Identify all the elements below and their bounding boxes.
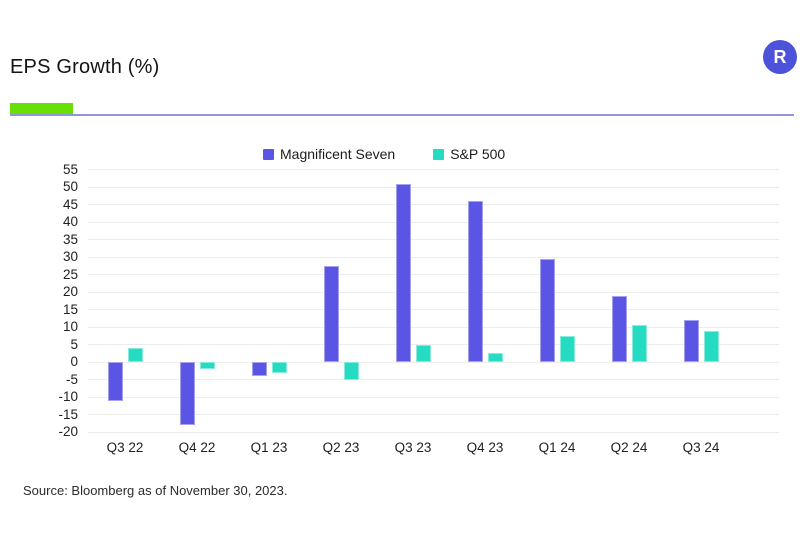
y-axis-tick-label: 55	[62, 161, 78, 177]
x-axis-tick-label: Q4 22	[178, 440, 216, 455]
y-axis-tick-label: 45	[62, 196, 78, 212]
y-axis-tick-label: 20	[62, 284, 78, 299]
x-axis-tick-label: Q3 24	[682, 440, 720, 455]
page-title: EPS Growth (%)	[10, 56, 160, 78]
y-axis-tick-label: 15	[62, 301, 78, 317]
x-axis-tick-label: Q4 23	[466, 440, 504, 455]
y-axis-tick-label: -15	[58, 406, 78, 422]
bar-magnificent-seven-q3-24	[683, 320, 699, 362]
gridline-0	[88, 361, 779, 363]
y-axis-tick-label: -20	[58, 424, 78, 439]
bar-sp500-q3-22	[127, 348, 143, 362]
gridline-40	[88, 221, 779, 223]
source-note: Source: Bloomberg as of November 30, 202…	[23, 483, 288, 498]
bar-sp500-q3-24	[703, 330, 719, 362]
x-axis-tick-label: Q1 23	[250, 440, 288, 455]
brand-logo-letter: R	[773, 47, 787, 67]
y-axis-tick-label: 50	[62, 179, 78, 194]
y-axis-tick-label: 10	[62, 319, 78, 334]
y-axis-tick-label: -10	[58, 389, 78, 404]
bar-magnificent-seven-q1-23	[251, 362, 267, 376]
x-axis-tick-label: Q3 23	[394, 440, 432, 455]
y-axis-tick-label: 35	[62, 231, 78, 247]
gridline-30	[88, 256, 779, 258]
bar-magnificent-seven-q2-23	[323, 265, 339, 362]
legend-item-sp500: S&P 500	[433, 146, 505, 162]
bar-sp500-q4-23	[487, 353, 503, 362]
y-axis-tick-label: 0	[70, 354, 78, 369]
bar-magnificent-seven-q1-24	[539, 258, 555, 362]
bar-magnificent-seven-q4-23	[467, 201, 483, 362]
legend-swatch-sp500	[433, 148, 445, 160]
bar-sp500-q2-23	[343, 362, 359, 380]
gridline-15	[88, 309, 779, 310]
y-axis-tick-label: 30	[62, 249, 78, 264]
gridline-10	[88, 326, 779, 328]
gridline--5	[88, 379, 779, 380]
legend-item-magnificent-seven: Magnificent Seven	[263, 146, 395, 162]
gridline--15	[88, 414, 779, 415]
x-axis-tick-label: Q1 24	[538, 440, 576, 455]
x-axis-tick-label: Q2 23	[322, 440, 360, 455]
gridline-45	[88, 204, 779, 205]
bar-sp500-q1-24	[559, 335, 575, 362]
bar-magnificent-seven-q2-24	[611, 295, 627, 362]
gridline-25	[88, 274, 779, 275]
chart-legend: Magnificent Seven S&P 500	[263, 146, 505, 162]
x-axis-tick-label: Q3 22	[106, 440, 144, 455]
bar-magnificent-seven-q3-22	[107, 362, 123, 401]
bar-sp500-q2-24	[631, 325, 647, 362]
legend-label: S&P 500	[450, 146, 506, 162]
green-accent-bar	[10, 103, 73, 114]
y-axis-tick-label: 40	[62, 214, 78, 229]
bar-magnificent-seven-q3-23	[395, 183, 411, 362]
gridline-50	[88, 186, 779, 188]
bar-sp500-q4-22	[199, 362, 215, 369]
gridline--20	[88, 431, 779, 433]
bar-sp500-q1-23	[271, 362, 287, 373]
gridline-20	[88, 291, 779, 293]
bar-magnificent-seven-q4-22	[179, 362, 195, 425]
legend-label: Magnificent Seven	[280, 146, 396, 162]
header-divider-line	[10, 114, 794, 116]
y-axis-tick-label: -5	[65, 371, 78, 387]
y-axis-tick-label: 5	[70, 336, 78, 352]
gridline-35	[88, 239, 779, 240]
y-axis-tick-label: 25	[62, 266, 78, 282]
gridline-5	[88, 344, 779, 345]
x-axis-tick-label: Q2 24	[610, 440, 648, 455]
legend-swatch-magnificent-seven	[263, 148, 274, 160]
gridline--10	[88, 396, 779, 398]
brand-logo-icon: R	[763, 40, 797, 74]
gridline-55	[88, 169, 779, 170]
bar-sp500-q3-23	[415, 344, 431, 362]
